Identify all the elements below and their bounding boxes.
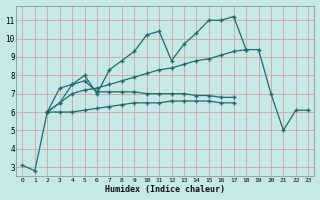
X-axis label: Humidex (Indice chaleur): Humidex (Indice chaleur) [105, 185, 225, 194]
